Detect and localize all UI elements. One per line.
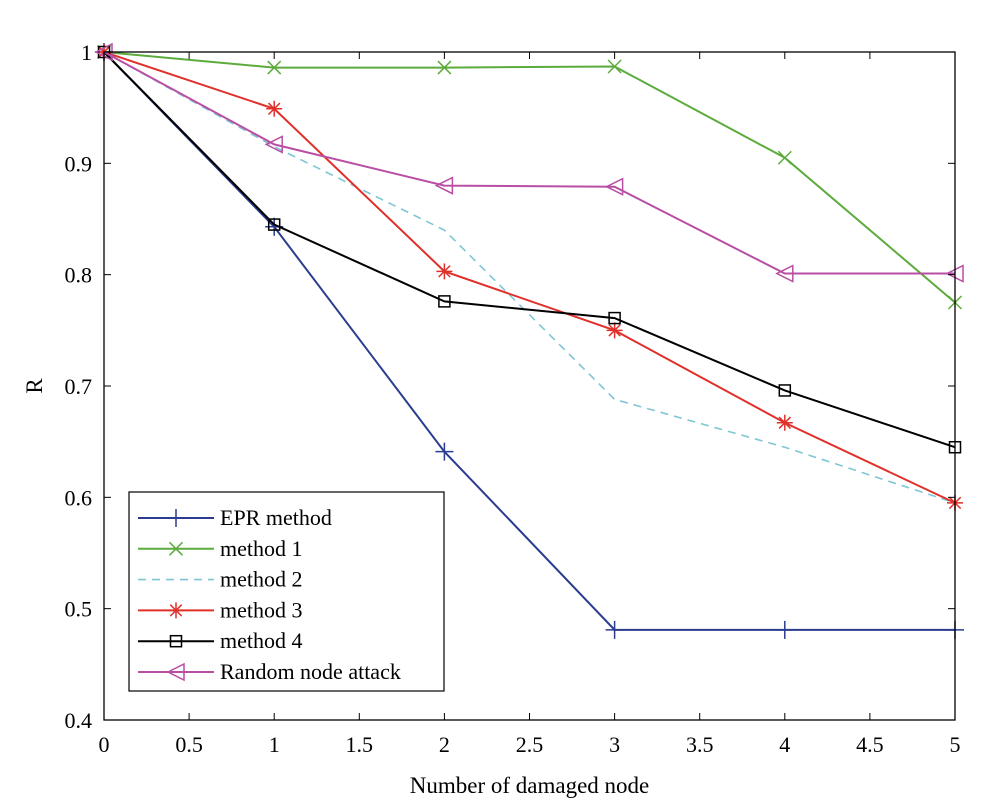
legend-item: EPR method	[138, 505, 332, 530]
data-point	[777, 150, 792, 165]
legend-marker	[168, 602, 184, 619]
data-point	[266, 100, 283, 117]
legend-item: method 1	[138, 536, 303, 561]
legend-label: Random node attack	[220, 659, 401, 684]
data-point	[267, 218, 281, 231]
series-line	[103, 51, 955, 275]
series-6	[94, 42, 964, 283]
data-point	[606, 322, 623, 339]
y-tick-label: 0.4	[65, 708, 93, 733]
data-point	[437, 60, 452, 75]
legend-marker	[167, 509, 185, 527]
series-line	[103, 51, 956, 504]
y-tick-label: 0.9	[65, 151, 93, 176]
legend-marker	[166, 662, 185, 682]
x-tick-label: 2	[439, 732, 450, 757]
data-point	[264, 135, 283, 154]
series-line	[103, 51, 956, 449]
series-line	[103, 51, 956, 504]
y-axis-label: R	[22, 378, 47, 394]
legend-label: EPR method	[220, 505, 332, 530]
data-point	[775, 264, 794, 283]
data-point	[776, 414, 793, 431]
x-tick-label: 4	[779, 732, 790, 757]
y-tick-label: 0.8	[65, 263, 93, 288]
series-layer	[94, 42, 964, 639]
data-point	[604, 177, 624, 196]
legend-marker	[168, 541, 184, 556]
x-tick-label: 0.5	[175, 732, 203, 757]
data-point	[434, 176, 454, 195]
x-axis-label: Number of damaged node	[410, 773, 650, 798]
legend: EPR method method 1 method 2 method 3 method…	[128, 491, 445, 692]
x-tick-label: 1	[269, 732, 280, 757]
series-4	[96, 44, 963, 511]
legend-box	[128, 491, 445, 692]
data-point	[775, 620, 794, 639]
y-tick-label: 0.5	[65, 597, 93, 622]
data-point	[267, 60, 282, 75]
x-tick-label: 3.5	[686, 732, 714, 757]
data-point	[608, 311, 621, 325]
data-point	[436, 263, 453, 280]
legend-item: method 2	[138, 567, 303, 592]
legend-item: method 4	[138, 628, 303, 653]
ticks-layer: 0 0.5 1 1.5 2 2.5 3 3.5 4 4.5 5 0.4 0.5 0.6 0.7 0.8 0.9 1	[65, 40, 961, 757]
x-tick-label: 5	[950, 732, 961, 757]
x-tick-label: 0	[99, 732, 110, 757]
y-tick-label: 0.6	[65, 485, 93, 510]
legend-label: method 1	[220, 536, 303, 561]
legend-label: method 3	[220, 597, 303, 622]
data-point	[607, 59, 622, 74]
x-tick-label: 1.5	[346, 732, 374, 757]
data-point	[778, 384, 792, 397]
data-point	[438, 295, 451, 308]
series-3	[103, 51, 956, 504]
legend-marker	[169, 634, 183, 648]
x-tick-label: 3	[609, 732, 620, 757]
legend-label: method 2	[220, 567, 303, 592]
series-line	[103, 51, 956, 304]
data-point	[605, 620, 624, 639]
legend-label: method 4	[220, 628, 303, 653]
legend-item: Random node attack	[138, 659, 401, 684]
y-tick-label: 1	[81, 40, 92, 65]
series-5	[97, 45, 962, 454]
legend-item: method 3	[138, 597, 303, 622]
y-tick-label: 0.7	[65, 374, 93, 399]
x-tick-label: 2.5	[516, 732, 544, 757]
data-point	[435, 442, 454, 461]
x-tick-label: 4.5	[856, 732, 884, 757]
series-line	[103, 51, 955, 631]
